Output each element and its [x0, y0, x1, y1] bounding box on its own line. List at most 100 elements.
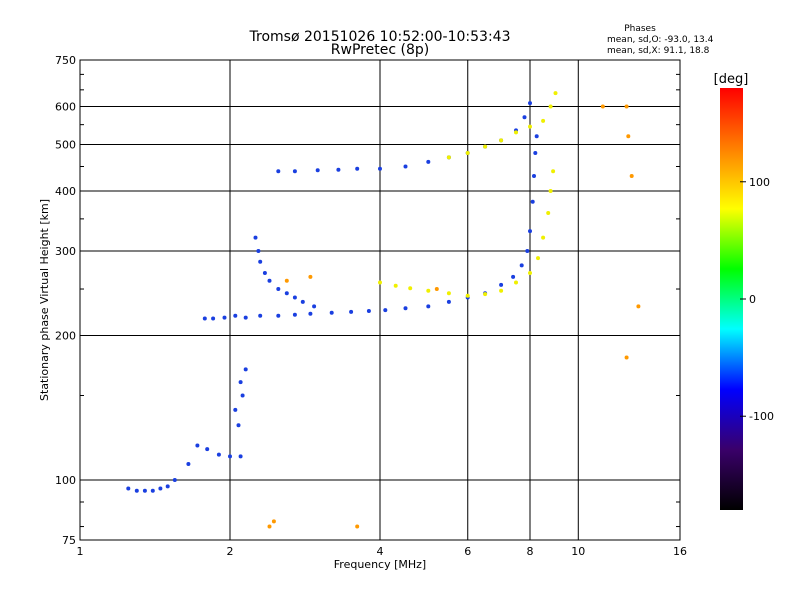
data-point	[292, 312, 297, 317]
data-point	[626, 134, 631, 139]
data-point	[202, 316, 207, 321]
data-point	[195, 443, 200, 448]
data-point	[256, 249, 261, 253]
data-point	[238, 454, 243, 459]
data-point	[186, 462, 191, 466]
colorbar-tick-label: -100	[749, 410, 774, 423]
data-point	[142, 488, 147, 493]
data-point	[349, 309, 354, 314]
data-point	[276, 287, 281, 291]
data-point	[292, 169, 297, 174]
data-point	[446, 291, 451, 296]
data-point	[403, 306, 408, 311]
data-point	[233, 313, 238, 318]
plot-frame	[79, 59, 681, 541]
data-point	[211, 316, 216, 321]
stats-o-mode: mean, sd,O: -93.0, 13.4	[607, 35, 714, 45]
data-point	[308, 311, 313, 316]
data-point	[636, 304, 641, 309]
colorbar-tick-label: 100	[749, 176, 770, 189]
data-point	[528, 124, 532, 129]
data-point	[533, 151, 538, 155]
data-point	[483, 144, 488, 149]
data-point	[233, 407, 238, 412]
data-point	[172, 478, 177, 482]
data-point	[300, 299, 305, 304]
data-point	[222, 315, 227, 320]
y-tick-label: 750	[55, 54, 76, 67]
data-point	[530, 199, 535, 204]
data-point	[403, 164, 408, 169]
data-point	[548, 189, 553, 193]
data-point	[426, 159, 431, 164]
data-point	[253, 235, 258, 240]
data-point	[408, 286, 413, 291]
data-point	[426, 304, 431, 309]
x-axis-label: Frequency [MHz]	[334, 558, 426, 571]
data-point	[426, 288, 431, 293]
data-point	[541, 118, 546, 123]
data-point	[262, 271, 267, 275]
colorbar-tick-label: 0	[749, 293, 756, 306]
y-tick-label: 600	[55, 101, 76, 114]
data-point	[292, 295, 297, 300]
data-point	[258, 313, 263, 318]
x-tick-label: 16	[673, 545, 687, 558]
data-point	[534, 134, 539, 139]
data-point	[366, 309, 371, 313]
x-tick-label: 4	[377, 545, 384, 558]
data-point	[378, 280, 382, 285]
y-tick-label: 300	[55, 245, 76, 258]
y-tick-label: 200	[55, 330, 76, 343]
data-point	[483, 292, 488, 297]
data-point	[312, 304, 317, 309]
data-point	[228, 454, 232, 459]
data-point	[355, 166, 360, 171]
data-point	[522, 115, 527, 120]
data-point	[276, 169, 281, 174]
data-point	[624, 355, 629, 360]
stats-heading: Phases	[624, 24, 656, 34]
data-point	[238, 380, 243, 385]
data-point	[284, 278, 289, 283]
data-point	[434, 287, 439, 291]
data-point	[541, 235, 546, 240]
data-point	[519, 263, 524, 268]
data-point	[271, 519, 276, 524]
data-point	[499, 282, 504, 287]
data-point	[600, 104, 605, 109]
axes: 1 2 4 6 8 10 16 75 100 200 300 400 500 600 750	[55, 54, 687, 558]
data-point	[546, 211, 551, 215]
y-tick-label: 400	[55, 185, 76, 198]
data-point	[499, 138, 504, 143]
data-point	[514, 280, 518, 285]
data-point	[315, 168, 320, 173]
data-point	[624, 104, 629, 109]
data-point	[267, 278, 272, 283]
data-point	[284, 291, 289, 296]
y-tick-label: 100	[55, 474, 76, 487]
data-point	[150, 488, 155, 493]
x-tick-label: 2	[227, 545, 234, 558]
data-point	[158, 486, 163, 491]
data-point	[216, 452, 221, 457]
data-point	[528, 101, 532, 106]
data-point	[511, 274, 516, 279]
colorbar-ticks: 100 0 -100	[740, 176, 774, 423]
grid-lines	[80, 60, 680, 540]
data-point	[126, 486, 131, 491]
data-point	[532, 174, 536, 178]
x-tick-label: 8	[527, 545, 534, 558]
data-point	[536, 256, 540, 261]
data-point	[629, 174, 634, 178]
x-tick-label: 10	[571, 545, 585, 558]
data-point	[267, 524, 272, 529]
data-point	[336, 167, 341, 172]
data-point	[446, 299, 451, 304]
chart-subtitle: RwPretec (8p)	[331, 42, 429, 58]
data-point	[243, 315, 248, 320]
data-point	[528, 229, 532, 234]
y-tick-label: 75	[62, 534, 76, 547]
